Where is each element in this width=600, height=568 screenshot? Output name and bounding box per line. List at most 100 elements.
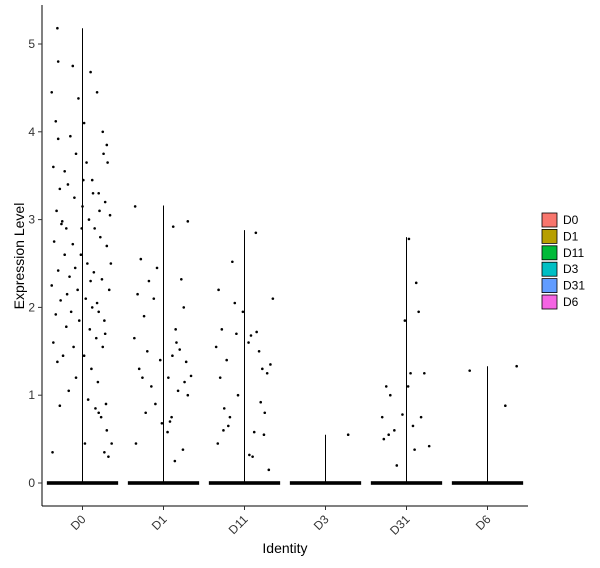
data-point <box>77 97 80 100</box>
data-point <box>85 161 88 164</box>
data-point <box>175 341 178 344</box>
legend-label: D6 <box>563 295 579 309</box>
data-point <box>261 367 264 371</box>
data-point <box>406 385 410 388</box>
data-point <box>52 165 55 169</box>
data-point <box>267 468 271 472</box>
data-point <box>259 400 263 404</box>
data-point <box>54 313 58 316</box>
y-tick-label: 1 <box>28 388 35 402</box>
data-point <box>382 437 386 441</box>
data-point <box>91 191 95 195</box>
data-point <box>468 369 471 372</box>
data-point <box>82 354 86 357</box>
data-point <box>417 310 420 314</box>
data-point <box>90 306 94 309</box>
data-point <box>69 134 72 138</box>
data-point <box>176 389 180 393</box>
data-point <box>141 376 144 379</box>
legend: D0 D1 D11 D3 D31 D6 <box>541 212 585 310</box>
data-point <box>167 376 170 379</box>
data-point <box>106 161 109 164</box>
data-point <box>174 328 177 331</box>
data-point <box>56 137 60 141</box>
data-point <box>419 415 423 419</box>
data-point <box>99 235 102 239</box>
data-point <box>71 64 75 68</box>
data-point <box>255 330 258 334</box>
data-point <box>346 433 350 437</box>
data-point <box>82 178 85 182</box>
legend-label: D3 <box>563 262 579 276</box>
data-point <box>214 345 218 349</box>
data-point <box>86 262 89 265</box>
data-point <box>82 121 86 125</box>
data-point <box>71 242 75 246</box>
plot-area <box>46 26 524 485</box>
data-point <box>97 310 100 314</box>
data-point <box>109 262 113 265</box>
y-tick-label: 3 <box>28 213 35 227</box>
data-point <box>387 433 390 437</box>
data-point <box>152 297 156 300</box>
data-point <box>171 225 175 228</box>
data-point <box>105 244 109 248</box>
data-point <box>61 354 65 357</box>
data-point <box>393 429 396 432</box>
data-point <box>515 364 518 368</box>
data-point <box>257 350 261 353</box>
violin-group <box>289 433 362 485</box>
data-point <box>55 209 58 213</box>
data-point <box>110 442 113 445</box>
data-point <box>181 448 185 451</box>
data-point <box>65 325 68 329</box>
data-point <box>403 319 407 322</box>
legend-swatch <box>541 245 558 261</box>
data-point <box>56 269 60 272</box>
legend-label: D31 <box>563 279 585 293</box>
data-point <box>222 429 225 432</box>
data-point <box>83 442 87 445</box>
data-point <box>236 393 240 397</box>
data-point <box>87 218 91 221</box>
data-point <box>56 26 59 30</box>
y-tick-label: 4 <box>28 125 35 139</box>
data-point <box>241 310 245 314</box>
data-point <box>105 143 109 147</box>
y-tick-label: 2 <box>28 300 35 314</box>
x-tick-label: D1 <box>149 512 170 533</box>
data-point <box>142 314 146 318</box>
data-point <box>52 341 55 344</box>
data-point <box>414 281 418 285</box>
data-point <box>262 433 266 437</box>
x-tick-label: D6 <box>473 512 494 533</box>
data-point <box>103 450 106 454</box>
data-point <box>95 301 99 305</box>
data-point <box>178 348 181 351</box>
data-point <box>103 332 107 336</box>
data-point <box>269 363 272 366</box>
data-point <box>222 407 226 410</box>
data-point <box>423 371 426 375</box>
data-point <box>271 297 275 300</box>
data-point <box>139 257 143 261</box>
data-point <box>94 336 98 340</box>
data-point <box>69 310 73 314</box>
data-point <box>99 415 103 419</box>
data-point <box>73 266 77 270</box>
data-point <box>228 415 232 419</box>
data-point <box>107 288 111 292</box>
data-point <box>231 260 234 264</box>
data-point <box>50 284 54 287</box>
data-point <box>101 345 105 349</box>
legend-swatch <box>541 294 558 310</box>
data-point <box>51 450 54 454</box>
data-point <box>252 430 256 434</box>
data-point <box>73 196 76 199</box>
y-axis-title: Expression Level <box>11 203 27 310</box>
data-point <box>98 209 101 213</box>
data-point <box>97 191 100 195</box>
data-point <box>56 360 59 364</box>
data-point <box>409 371 412 375</box>
data-point <box>147 279 151 283</box>
